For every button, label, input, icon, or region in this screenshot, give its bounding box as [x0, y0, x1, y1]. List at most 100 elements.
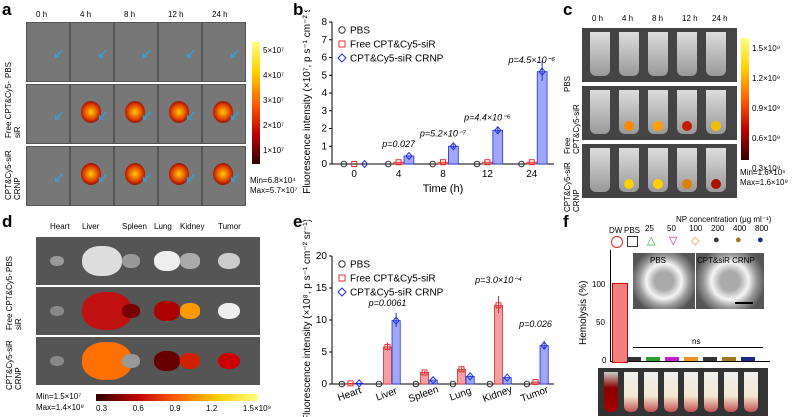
a-mouse-image: ↙ [202, 84, 246, 144]
p-value-annotation: p=4.5×10⁻⁶ [508, 55, 556, 65]
f-tick-100: 100 [592, 280, 606, 289]
data-point [495, 302, 502, 309]
a-mouse-image: ↙ [26, 22, 70, 82]
f-pbs: PBS [624, 226, 641, 235]
a-mouse-image: ↙ [202, 146, 246, 206]
d-cb-tick: 1.2 [206, 404, 218, 413]
f-hemolysis-bar [627, 357, 641, 361]
data-point [458, 366, 465, 373]
f-conc-label: 100 [689, 224, 703, 233]
d-organ [218, 352, 240, 370]
a-row-pbs: PBS [4, 61, 13, 78]
c-time-label: 0 h [592, 14, 604, 23]
f-conc-label: 25 [645, 224, 654, 233]
f-hemolysis-bar [722, 357, 736, 361]
data-point [494, 126, 502, 135]
legend-label: CPT&Cy5-siR CRNP [350, 54, 444, 65]
c-tube [619, 148, 639, 192]
p-value-annotation: p=5.2×10⁻⁷ [419, 128, 467, 138]
d-cb-tick: 0.3 [96, 404, 108, 413]
y-tick-label: 3 [321, 106, 327, 117]
data-point [395, 159, 402, 166]
x-tick-label: Kidney [481, 384, 513, 405]
a-mouse-image: ↙ [158, 22, 202, 82]
x-tick-label: 0 [351, 169, 357, 180]
y-tick-label: 2 [321, 124, 327, 135]
f-tube [644, 372, 658, 412]
bar [382, 346, 393, 385]
f-inset-crnp [696, 253, 764, 309]
c-tube [706, 148, 726, 192]
a-row-crnp: CPT&Cy5-siR CRNP [4, 150, 22, 200]
f-hemolysis-bar [665, 357, 679, 361]
a-arrow-icon: ↙ [185, 169, 197, 185]
c-tube-signal [624, 179, 634, 189]
a-arrow-icon: ↙ [185, 45, 197, 61]
c-tube [590, 148, 610, 192]
c-time-label: 8 h [652, 14, 664, 23]
d-row-crnp: CPT&Cy5-siR CRNP [5, 340, 23, 390]
a-arrow-icon: ↙ [229, 107, 241, 123]
d-organ [180, 303, 200, 319]
d-organ [154, 301, 180, 321]
a-arrow-icon: ↙ [141, 107, 153, 123]
f-yaxis [610, 250, 611, 362]
a-arrow-icon: ↙ [141, 45, 153, 61]
legend-marker [338, 274, 346, 282]
data-point [355, 379, 363, 388]
y-tick-label: 8 [321, 17, 327, 28]
y-tick-label: 5 [321, 70, 327, 81]
f-ns-line [633, 347, 763, 348]
d-row-free: Free CPT&Cy5-siR [5, 273, 23, 330]
data-point [538, 67, 546, 76]
a-mouse-image: ↙ [26, 84, 70, 144]
f-tube [664, 372, 678, 412]
panel-e-label: e [293, 212, 303, 231]
c-max: Max=1.6×10⁹ [740, 178, 788, 187]
a-arrow-icon: ↙ [97, 169, 109, 185]
a-arrow-icon: ↙ [97, 45, 109, 61]
a-cb-tick: 4×10⁷ [263, 71, 284, 80]
y-tick-label: 1 [321, 141, 327, 152]
data-point [518, 160, 525, 168]
panel-f-label: f [563, 212, 569, 231]
a-arrow-icon: ↙ [141, 169, 153, 185]
data-point [523, 380, 531, 388]
a-mouse-image: ↙ [70, 84, 114, 144]
data-point [384, 160, 392, 168]
x-tick-label: 8 [440, 169, 446, 180]
a-mouse-image: ↙ [158, 146, 202, 206]
f-ns: ns [692, 337, 701, 346]
data-point [392, 316, 400, 325]
f-ylabel: Hemolysis (%) [578, 280, 589, 345]
c-tube-signal [711, 121, 721, 131]
a-mouse-image: ↙ [70, 22, 114, 82]
data-point [351, 161, 358, 167]
y-tick-label: 0 [321, 159, 327, 170]
legend-marker [337, 53, 347, 63]
x-tick-label: Spleen [407, 384, 440, 405]
data-point [449, 141, 458, 151]
data-point [375, 380, 383, 388]
x-tick-label: Tumor [519, 384, 550, 404]
a-mouse-image: ↙ [114, 146, 158, 206]
c-row-free: Free CPT&Cy5-siR [563, 104, 581, 154]
c-tube-signal [624, 121, 634, 131]
c-tube [706, 90, 726, 134]
p-value-annotation: p=4.4×10⁻⁶ [463, 113, 511, 123]
a-mouse-image: ↙ [158, 84, 202, 144]
f-conc-marker: ● [757, 234, 764, 246]
d-organ [218, 302, 240, 320]
data-point [347, 380, 354, 387]
f-scale-bar [735, 302, 753, 304]
panel-a-label: a [2, 0, 12, 19]
f-conc-marker: ● [713, 234, 720, 246]
d-max: Max=1.4×10⁹ [36, 403, 84, 412]
d-cb-tick: 0.6 [132, 404, 144, 413]
f-conc-marker: △ [647, 235, 656, 247]
d-organ [122, 354, 140, 368]
data-point [540, 341, 548, 350]
c-tube-signal [711, 179, 721, 189]
c-colorbar [741, 38, 749, 160]
a-colorbar [252, 42, 260, 164]
